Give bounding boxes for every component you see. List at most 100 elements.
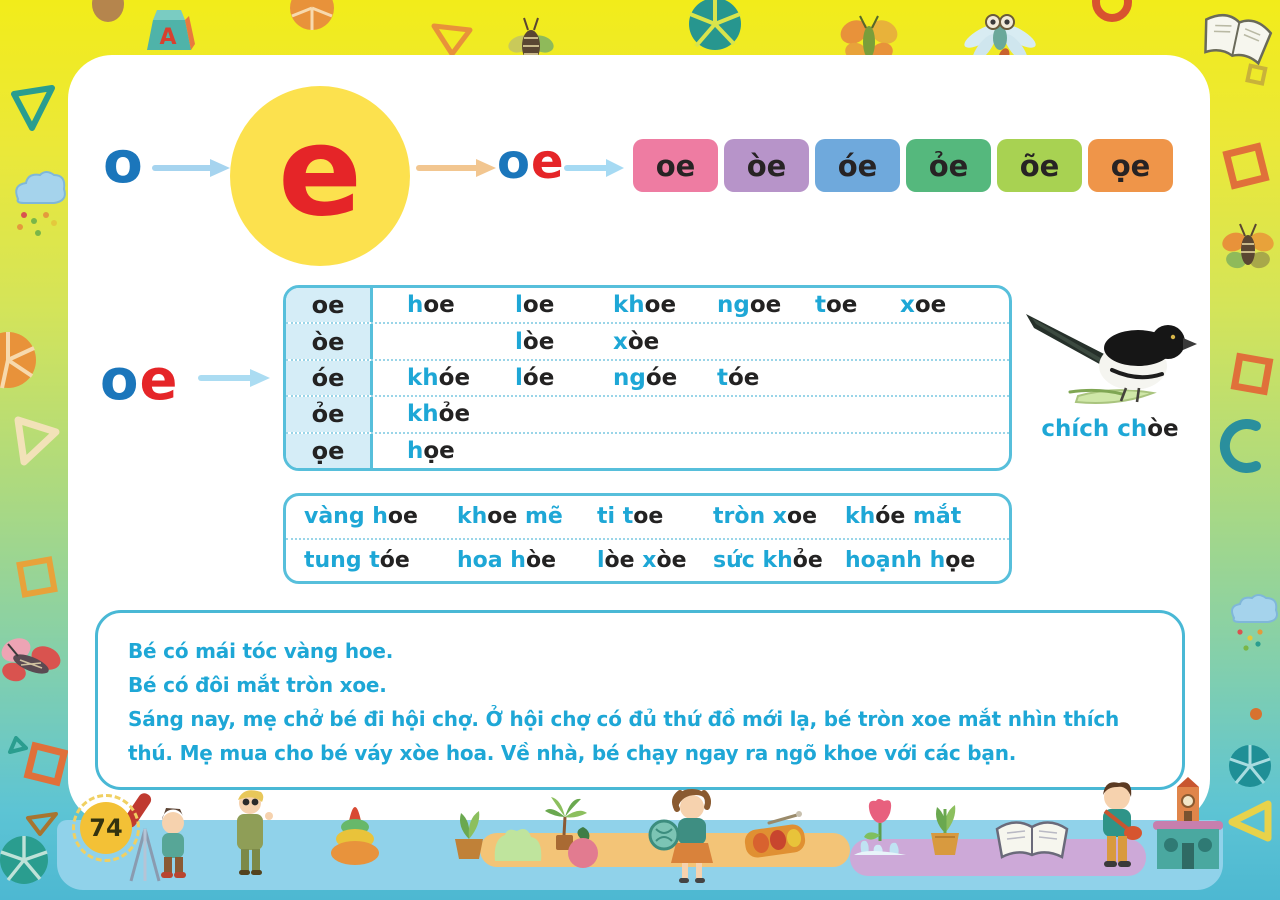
tone-tile: ọe <box>1088 139 1173 192</box>
text-segment: oe <box>644 292 677 319</box>
table-word-cell: ngoe <box>717 292 815 318</box>
table-row: ỏe khỏe <box>286 397 1009 434</box>
reading-line: Bé có mái tóc vàng hoe. <box>128 639 394 663</box>
word-list-box: vàng hoe khoe mẽ ti toe tròn xoe khóe mắt tun… <box>283 493 1012 584</box>
text-segment: h <box>407 437 424 464</box>
word: khóe mắt <box>845 504 995 529</box>
text-segment: x <box>900 292 915 319</box>
text-segment: l <box>597 547 605 573</box>
bee-icon <box>508 17 554 62</box>
potted-plant <box>455 811 483 859</box>
rhyme-label: òe <box>286 324 373 359</box>
flower <box>854 799 906 855</box>
table-word-cell: loe <box>515 292 613 318</box>
table-row: ọe họe <box>286 433 1009 468</box>
triangle-icon <box>14 416 60 466</box>
text-segment: mẽ <box>517 504 563 530</box>
text-segment: e <box>530 134 565 190</box>
tone-tile-label: ỏe <box>928 148 969 183</box>
text-segment: l <box>515 328 523 355</box>
text-segment: tròn x <box>713 504 787 530</box>
table-words: lòe xòe <box>373 324 1009 358</box>
table-word-cell: xoe <box>900 292 985 318</box>
word: sức khỏe <box>713 548 845 573</box>
square-icon <box>16 556 58 598</box>
text-segment: ng <box>613 365 646 392</box>
text-segment: óe <box>728 365 760 392</box>
tone-tile-label: ọe <box>1110 148 1151 183</box>
text-segment: chích ch <box>1041 416 1148 442</box>
text-segment: oe <box>522 292 555 319</box>
table-word-cell: lòe <box>515 329 613 355</box>
rhyme-label: oe <box>286 288 373 323</box>
toy-block-icon: A <box>147 10 195 50</box>
text-segment: kh <box>457 504 488 530</box>
text-segment: ỏe <box>438 401 471 428</box>
word: tròn xoe <box>713 504 845 529</box>
pinwheel-icon <box>689 0 741 50</box>
schoolboy <box>1103 782 1142 867</box>
ring-icon <box>1092 0 1132 22</box>
text-segment: l <box>515 292 523 319</box>
text-segment: o <box>100 348 140 413</box>
tone-tile-label: òe <box>746 148 787 183</box>
text-segment: ỏe <box>792 547 823 573</box>
teacher-with-globe <box>648 789 713 883</box>
rhyme-label: ỏe <box>286 397 373 432</box>
tone-tile: óe <box>815 139 900 192</box>
tone-tile-label: õe <box>1019 148 1060 183</box>
table-row: óe khóe lóe ngóe tóe <box>286 360 1009 398</box>
text-segment: ng <box>717 292 750 319</box>
toy-block-letter: A <box>159 25 176 50</box>
sun-rays-icon <box>72 794 140 862</box>
text-segment: ọe <box>423 437 455 464</box>
table-row: oe hoe loe khoe ngoe toe xoe <box>286 288 1009 325</box>
word-row: vàng hoe khoe mẽ ti toe tròn xoe khóe mắt <box>286 496 1009 540</box>
rain-cloud-icon <box>1231 594 1278 651</box>
text-segment: ọe <box>945 547 976 573</box>
tone-tile: òe <box>724 139 809 192</box>
school-building <box>1153 777 1223 869</box>
text-segment: òe <box>525 547 556 573</box>
bird-caption: chích chòe <box>1030 416 1190 442</box>
butterfly-icon <box>1222 223 1274 269</box>
tone-tile-label: óe <box>837 148 878 183</box>
table-words: khỏe <box>373 397 1009 431</box>
pinwheel-icon <box>0 812 58 884</box>
word: vàng hoe <box>304 504 457 529</box>
grandpa <box>237 790 273 875</box>
rhyme-label: ọe <box>286 433 373 468</box>
tone-tile-row: oe òe óe ỏe õe ọe <box>633 139 1173 192</box>
syllable-table: oe hoe loe khoe ngoe toe xoe òe lòe xòe óe khóe lóe n… <box>283 285 1012 471</box>
word: hoạnh họe <box>845 548 995 573</box>
palm-and-pot <box>545 797 598 868</box>
text-segment: oe <box>423 292 455 319</box>
pinwheel-icon <box>1229 745 1271 787</box>
open-book <box>995 821 1069 859</box>
reading-line: Bé có đôi mắt tròn xoe. <box>128 673 387 697</box>
triangle-icon <box>8 736 28 754</box>
dot-icon <box>1250 708 1262 720</box>
text-segment: kh <box>407 365 439 392</box>
table-word-cell: xòe <box>613 329 717 355</box>
text-segment: kh <box>613 292 645 319</box>
table-row: òe lòe xòe <box>286 324 1009 361</box>
text-segment: òe <box>522 328 555 355</box>
table-word-cell: lóe <box>515 365 613 391</box>
arrow-icon <box>198 369 270 387</box>
text-segment: óe <box>875 504 906 530</box>
rhyme-label: óe <box>286 360 373 396</box>
table-word-cell: khỏe <box>407 401 515 427</box>
word: tung tóe <box>304 548 457 573</box>
triangle-icon <box>11 85 55 131</box>
table-words: hoe loe khoe ngoe toe xoe <box>373 288 1009 322</box>
table-words: khóe lóe ngóe tóe <box>373 361 1009 395</box>
text-segment: l <box>515 365 523 392</box>
text-segment: òe <box>1147 416 1179 442</box>
orange-slice-icon <box>290 0 334 30</box>
text-segment: tung t <box>304 547 380 573</box>
stacking-rings-toy <box>331 807 379 865</box>
text-segment: òe <box>604 547 635 573</box>
text-segment: vàng h <box>304 504 388 530</box>
text-segment: t <box>717 365 728 392</box>
